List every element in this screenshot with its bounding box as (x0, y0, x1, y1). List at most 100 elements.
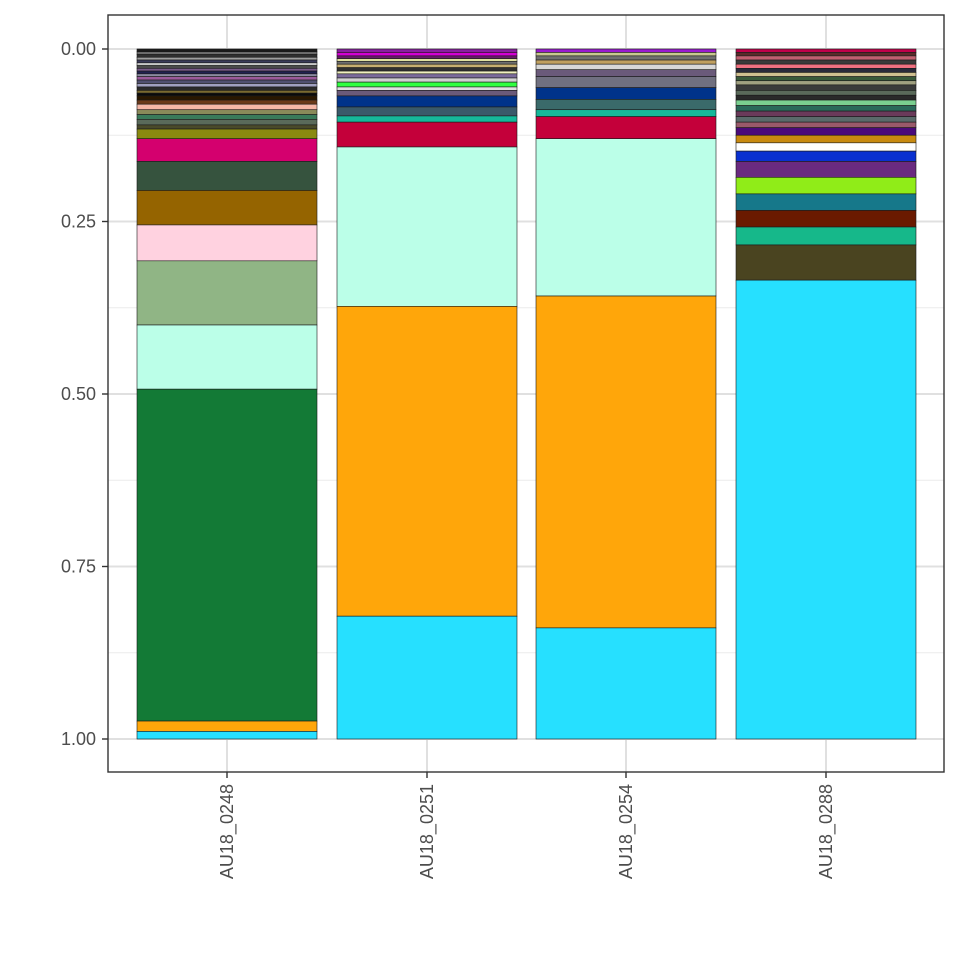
bar-segment (336, 106, 518, 117)
bar-AU18_0288 (735, 48, 917, 740)
bar-segment (136, 76, 318, 81)
bar-segment (735, 134, 917, 144)
x-tick-label: AU18_0288 (816, 784, 837, 879)
bar-segment (136, 68, 318, 72)
y-tick-label: 0.00 (61, 39, 96, 59)
bar-segment (735, 193, 917, 211)
y-tick-label: 1.00 (61, 729, 96, 749)
bar-segment (336, 55, 518, 59)
bar-segment (136, 62, 318, 66)
bar-AU18_0254 (535, 48, 717, 740)
bar-segment (136, 161, 318, 191)
bar-segment (735, 210, 917, 228)
bar-segment (336, 81, 518, 88)
bar-segment (336, 48, 518, 53)
bar-segment (136, 51, 318, 55)
bar-segment (136, 190, 318, 226)
bar-segment (336, 86, 518, 91)
bar-segment (136, 56, 318, 61)
bar-segment (735, 244, 917, 281)
bar-segment (735, 63, 917, 69)
bar-segment (336, 63, 518, 68)
bar-segment (136, 114, 318, 120)
bar-segment (735, 55, 917, 61)
bar-segment (336, 52, 518, 57)
bar-segment (136, 83, 318, 88)
bar-segment (336, 67, 518, 72)
bar-segment (735, 99, 917, 106)
bar-segment (136, 124, 318, 130)
bar-AU18_0251 (336, 48, 518, 740)
bar-segment (535, 116, 717, 140)
bar-segment (735, 226, 917, 246)
bar-segment (336, 121, 518, 148)
bar-segment (136, 92, 318, 97)
bar-segment (136, 86, 318, 91)
bar-segment (136, 95, 318, 101)
bar-segment (136, 99, 318, 105)
bar-segment (535, 295, 717, 629)
bar-segment (136, 90, 318, 94)
bar-segment (735, 105, 917, 112)
y-tick-label: 0.75 (61, 557, 96, 577)
bar-segment (535, 63, 717, 71)
bar-segment (735, 116, 917, 123)
bar-segment (136, 59, 318, 64)
y-tick-label: 0.25 (61, 212, 96, 232)
bar-segment (735, 68, 917, 73)
bar-segment (136, 260, 318, 326)
bar-segment (735, 110, 917, 117)
bar-segment (735, 94, 917, 101)
bar-segment (735, 80, 917, 86)
bar-segment (535, 48, 717, 53)
bar-segment (535, 138, 717, 297)
bar-segment (535, 52, 717, 57)
bar-segment (136, 79, 318, 84)
bar-segment (735, 72, 917, 77)
bar-segment (336, 70, 518, 75)
bar-segment (336, 73, 518, 79)
bar-segment (336, 58, 518, 62)
bar-segment (535, 76, 717, 88)
bar-segment (136, 54, 318, 58)
bar-AU18_0248 (136, 48, 318, 740)
bar-segment (336, 146, 518, 307)
x-axis: AU18_0248 AU18_0251 AU18_0254 AU18_0288 (217, 772, 837, 879)
bar-segment (735, 161, 917, 178)
bar-segment (735, 127, 917, 136)
x-tick-label: AU18_0251 (417, 784, 438, 879)
bar-segment (735, 150, 917, 162)
bar-segment (136, 731, 318, 740)
bar-segment (735, 142, 917, 152)
bar-segment (136, 65, 318, 69)
bar-segment (136, 720, 318, 732)
y-axis: 0.00 0.25 0.50 0.75 1.00 (61, 39, 108, 749)
bar-segment (535, 69, 717, 77)
bar-segment (535, 627, 717, 740)
bar-segment (535, 59, 717, 65)
x-tick-label: AU18_0254 (616, 784, 637, 879)
bar-segment (735, 177, 917, 195)
bar-segment (735, 121, 917, 128)
y-tick-label: 0.50 (61, 384, 96, 404)
x-tick-label: AU18_0248 (217, 784, 238, 879)
bar-segment (735, 76, 917, 82)
bar-segment (136, 119, 318, 126)
bar-segment (735, 59, 917, 65)
bar-segment (336, 90, 518, 97)
bar-segment (336, 615, 518, 740)
bar-segment (136, 138, 318, 162)
bar-segment (735, 279, 917, 740)
bar-segment (336, 115, 518, 123)
bars (136, 48, 917, 740)
bar-segment (535, 55, 717, 61)
bar-segment (136, 70, 318, 75)
bar-segment (136, 128, 318, 139)
bar-segment (136, 388, 318, 722)
bar-segment (136, 224, 318, 262)
bar-segment (136, 48, 318, 53)
bar-segment (136, 73, 318, 77)
bar-segment (336, 77, 518, 83)
bar-segment (735, 90, 917, 96)
